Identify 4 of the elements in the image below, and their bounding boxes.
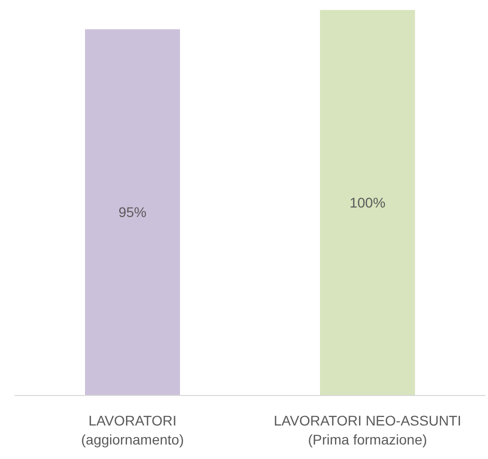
x-tick-label: LAVORATORI (aggiornamento) bbox=[81, 412, 184, 448]
data-label: 100% bbox=[350, 194, 386, 210]
x-tick-label: LAVORATORI NEO-ASSUNTI (Prima formazione) bbox=[274, 412, 462, 448]
data-label: 95% bbox=[118, 204, 147, 220]
